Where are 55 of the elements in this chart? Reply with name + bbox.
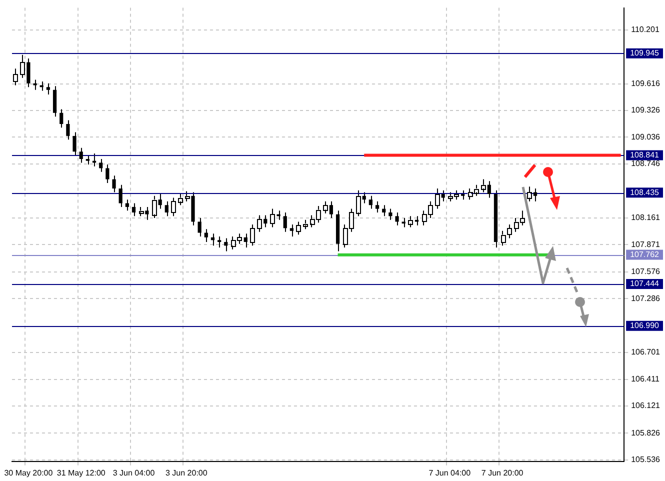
candlestick	[66, 120, 70, 140]
candlestick	[46, 82, 50, 95]
y-tick-label: 107.871	[631, 240, 661, 249]
candlestick	[99, 158, 103, 172]
candlestick	[79, 147, 83, 164]
y-tick-label: 109.616	[631, 78, 661, 88]
candlestick	[204, 228, 208, 242]
x-tick-label: 30 May 20:00	[4, 468, 54, 478]
candlestick	[218, 236, 222, 248]
candlestick	[52, 86, 57, 118]
candlestick	[112, 175, 116, 193]
candlestick	[118, 184, 122, 208]
y-tick-label: 109.326	[631, 106, 661, 115]
candlestick	[60, 108, 64, 128]
ref-line-label: 109.945	[630, 48, 660, 58]
x-tick-label: 31 May 12:00	[56, 468, 106, 478]
x-tick-label: 3 Jun 20:00	[166, 468, 208, 478]
candlestick	[72, 132, 76, 156]
y-tick-label: 106.411	[631, 374, 660, 384]
y-tick-label: 105.536	[631, 455, 661, 464]
candlestick	[244, 233, 248, 248]
candlestick	[224, 238, 228, 252]
y-tick-label: 108.161	[631, 213, 661, 222]
candlestick	[388, 208, 392, 220]
candlestick	[382, 204, 386, 217]
candlestick	[395, 212, 399, 226]
candlestick	[368, 195, 373, 210]
candlestick	[132, 202, 136, 217]
candlestick	[283, 212, 287, 232]
x-tick-label: 7 Jun 20:00	[481, 468, 524, 478]
candlestick	[402, 218, 406, 228]
candlestick	[40, 81, 44, 92]
candlestick	[164, 200, 168, 217]
y-tick-label: 108.746	[631, 159, 661, 168]
candlestick	[125, 199, 129, 212]
candlestick	[375, 200, 380, 213]
ref-line-label: 108.435	[630, 188, 660, 197]
candlestick	[461, 190, 465, 200]
ref-line-label: 107.762	[630, 250, 660, 259]
y-tick-label: 107.576	[631, 267, 661, 276]
x-tick-label: 3 Jun 04:00	[112, 468, 156, 478]
candlestick	[106, 164, 110, 184]
ref-line-label: 108.841	[630, 150, 660, 160]
y-tick-label: 109.036	[631, 132, 661, 142]
candlestick	[198, 218, 202, 237]
x-tick-label: 7 Jun 04:00	[428, 468, 472, 478]
ref-line-label: 106.990	[630, 321, 660, 330]
y-tick-label: 110.201	[631, 25, 660, 34]
candlestick	[86, 154, 90, 166]
y-tick-label: 106.121	[631, 401, 661, 410]
y-tick-label: 106.701	[631, 348, 661, 357]
y-tick-label: 107.286	[631, 294, 661, 303]
candlestick	[290, 224, 294, 237]
ref-line-label: 107.444	[630, 279, 660, 288]
y-tick-label: 105.826	[631, 428, 661, 438]
